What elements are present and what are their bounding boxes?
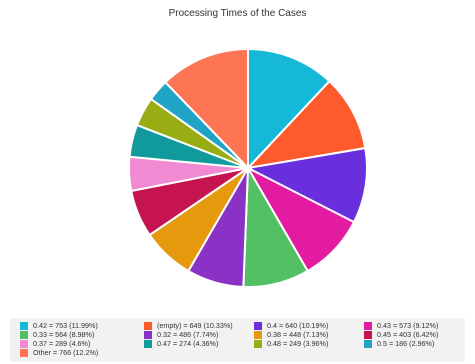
legend-swatch xyxy=(144,339,152,348)
legend-swatch xyxy=(144,330,152,339)
legend-swatch xyxy=(20,330,28,339)
legend-item-6[interactable]: 0.38 = 448 (7.13%) xyxy=(254,330,328,339)
legend-item-4[interactable]: 0.33 = 564 (8.98%) xyxy=(20,330,94,339)
legend-swatch xyxy=(20,348,28,357)
pie-slice-12[interactable] xyxy=(164,47,249,171)
legend-swatch xyxy=(20,321,28,330)
legend-swatch xyxy=(254,339,262,348)
legend-label: 0.42 = 753 (11.99%) xyxy=(33,321,98,330)
legend-label: 0.32 = 486 (7.74%) xyxy=(157,330,219,339)
legend-swatch xyxy=(254,330,262,339)
legend-label: 0.33 = 564 (8.98%) xyxy=(33,330,95,339)
legend-item-3[interactable]: 0.43 = 573 (9.12%) xyxy=(364,321,438,330)
chart-legend: 0.42 = 753 (11.99%) (empty) = 649 (10.33%… xyxy=(10,318,465,362)
legend-swatch xyxy=(254,321,262,330)
legend-item-5[interactable]: 0.32 = 486 (7.74%) xyxy=(144,330,218,339)
legend-label: 0.43 = 573 (9.12%) xyxy=(377,321,439,330)
legend-swatch xyxy=(144,321,152,330)
legend-swatch xyxy=(364,321,372,330)
legend-item-0[interactable]: 0.42 = 753 (11.99%) xyxy=(20,321,98,330)
legend-label: 0.45 = 403 (6.42%) xyxy=(377,330,439,339)
legend-swatch xyxy=(20,339,28,348)
legend-label: 0.47 = 274 (4.36%) xyxy=(157,339,219,348)
legend-item-10[interactable]: 0.48 = 249 (3.96%) xyxy=(254,339,328,348)
legend-label: 0.38 = 448 (7.13%) xyxy=(267,330,329,339)
legend-item-1[interactable]: (empty) = 649 (10.33%) xyxy=(144,321,233,330)
pie-slice-1[interactable] xyxy=(245,79,367,170)
legend-item-9[interactable]: 0.47 = 274 (4.36%) xyxy=(144,339,218,348)
legend-label: 0.5 = 186 (2.96%) xyxy=(377,339,435,348)
legend-item-7[interactable]: 0.45 = 403 (6.42%) xyxy=(364,330,438,339)
chart-title: Processing Times of the Cases xyxy=(168,8,307,19)
legend-label: 0.37 = 289 (4.6%) xyxy=(33,339,91,348)
legend-label: (empty) = 649 (10.33%) xyxy=(157,321,233,330)
legend-swatch xyxy=(364,330,372,339)
legend-item-12[interactable]: Other = 766 (12.2%) xyxy=(20,348,98,357)
pie-slice-2[interactable] xyxy=(244,146,368,224)
pie-slice-0[interactable] xyxy=(247,47,331,171)
legend-item-11[interactable]: 0.5 = 186 (2.96%) xyxy=(364,339,434,348)
legend-label: 0.4 = 640 (10.19%) xyxy=(267,321,329,330)
pie-chart xyxy=(128,47,368,288)
legend-label: Other = 766 (12.2%) xyxy=(33,348,99,357)
legend-swatch xyxy=(364,339,372,348)
legend-item-8[interactable]: 0.37 = 289 (4.6%) xyxy=(20,339,90,348)
legend-label: 0.48 = 249 (3.96%) xyxy=(267,339,329,348)
legend-item-2[interactable]: 0.4 = 640 (10.19%) xyxy=(254,321,328,330)
